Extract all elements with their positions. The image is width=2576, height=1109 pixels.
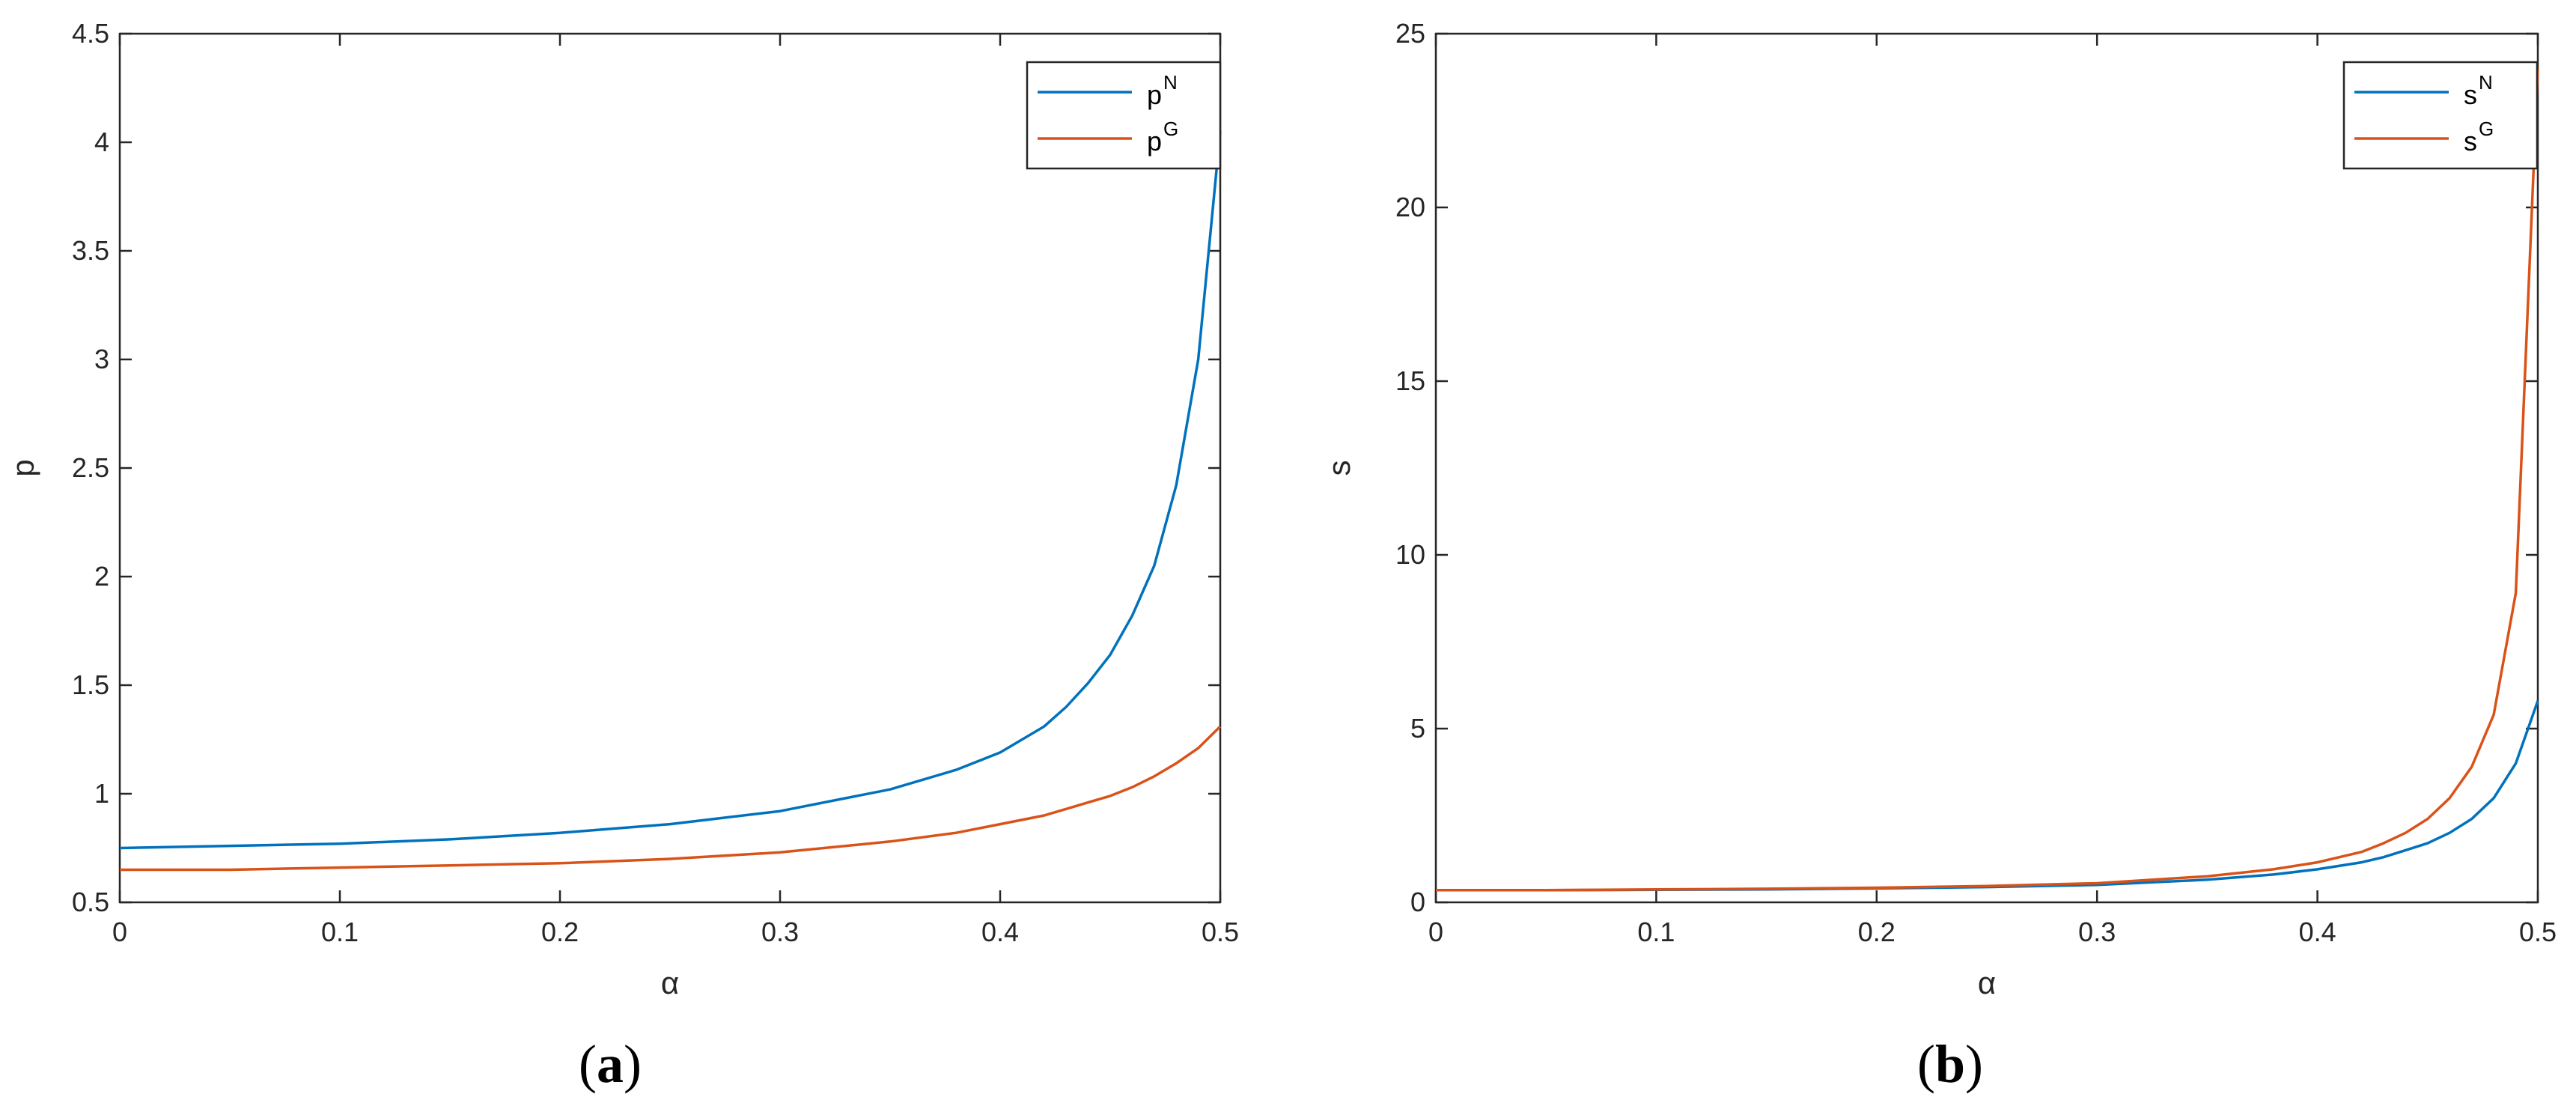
legend-entry-base: p xyxy=(1147,79,1162,110)
y-tick-label: 3.5 xyxy=(72,235,109,266)
series-line-s-n xyxy=(1436,700,2539,892)
y-axis-label: s xyxy=(1321,461,1356,476)
x-axis-label: α xyxy=(1978,965,1996,1000)
x-axis-label: α xyxy=(661,965,679,1000)
legend-entry-superscript: G xyxy=(1163,118,1178,140)
caption-letter: b xyxy=(1935,1034,1965,1094)
y-tick-label: 5 xyxy=(1410,713,1425,744)
x-tick-label: 0.1 xyxy=(1637,917,1675,947)
y-tick-label: 10 xyxy=(1395,539,1425,570)
legend-entry-base: s xyxy=(2464,126,2477,157)
y-tick-label: 2.5 xyxy=(72,452,109,483)
y-tick-label: 20 xyxy=(1395,192,1425,222)
y-tick-label: 25 xyxy=(1395,18,1425,49)
y-tick-label: 15 xyxy=(1395,365,1425,396)
plot-area-box xyxy=(1434,32,2539,904)
legend-entry-superscript: N xyxy=(2479,71,2493,94)
y-axis-label: p xyxy=(5,459,40,476)
series-line-s-g xyxy=(1436,68,2539,892)
x-tick-label: 0 xyxy=(112,917,127,947)
legend-entry-label: sN xyxy=(2464,71,2493,110)
x-tick-label: 0.3 xyxy=(761,917,799,947)
series-line-p-n xyxy=(119,131,1222,850)
legend-entry-base: s xyxy=(2464,79,2477,110)
x-tick-label: 0.2 xyxy=(541,917,579,947)
y-tick-label: 3 xyxy=(94,344,109,374)
y-tick-label: 4.5 xyxy=(72,18,109,49)
panel-caption: (b) xyxy=(1917,1034,1983,1094)
caption-open-paren: ( xyxy=(1917,1034,1935,1094)
y-tick-label: 0 xyxy=(1410,887,1425,917)
caption-letter: a xyxy=(597,1034,624,1094)
y-tick-label: 0.5 xyxy=(72,887,109,917)
x-tick-label: 0.4 xyxy=(2299,917,2336,947)
y-tick-label: 2 xyxy=(94,561,109,592)
legend-entry-base: p xyxy=(1147,126,1162,157)
legend-box xyxy=(2342,61,2539,170)
x-tick-label: 0.5 xyxy=(1202,917,1239,947)
legend-entry-label: sG xyxy=(2464,118,2494,157)
chart-panel-a: 0 0.1 0.2 0.3 0.4 0.50.511.522.533.544.5αppNp… xyxy=(5,18,1239,1094)
x-tick-label: 0.5 xyxy=(2519,917,2557,947)
panel-caption: (a) xyxy=(579,1034,642,1094)
x-tick-label: 0 xyxy=(1428,917,1443,947)
legend-box xyxy=(1026,61,1222,170)
caption-close-paren: ) xyxy=(1965,1034,1983,1094)
legend-entry-label: pG xyxy=(1147,118,1178,157)
y-tick-label: 1 xyxy=(94,778,109,809)
x-tick-label: 0.3 xyxy=(2078,917,2116,947)
caption-open-paren: ( xyxy=(579,1034,597,1094)
legend-entry-superscript: N xyxy=(1163,71,1178,94)
x-tick-label: 0.1 xyxy=(321,917,359,947)
x-tick-label: 0.2 xyxy=(1858,917,1896,947)
series-line-p-g xyxy=(120,725,1222,872)
caption-close-paren: ) xyxy=(624,1034,642,1094)
legend-entry-label: pN xyxy=(1147,71,1178,110)
x-tick-label: 0.4 xyxy=(981,917,1019,947)
legend-entry-superscript: G xyxy=(2479,118,2494,140)
y-tick-label: 1.5 xyxy=(72,669,109,700)
y-tick-label: 4 xyxy=(94,127,109,157)
